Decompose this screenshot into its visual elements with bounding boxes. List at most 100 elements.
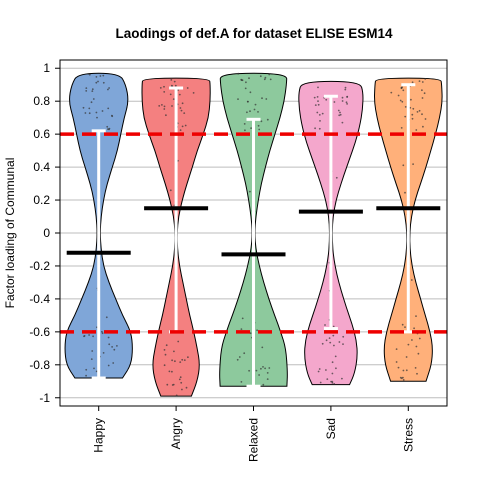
data-point <box>411 339 413 341</box>
data-point <box>421 113 423 116</box>
data-point <box>240 381 243 383</box>
data-point <box>175 394 178 397</box>
data-point <box>88 334 90 336</box>
data-point <box>174 360 176 363</box>
y-tick-label: -0.6 <box>29 325 50 339</box>
y-axis: -1 -0.8 -0.6 -0.4 -0.2 0 0.2 0.4 0.6 0.8 1 <box>29 61 61 405</box>
data-point <box>178 378 181 381</box>
data-point <box>108 128 110 131</box>
data-point <box>173 350 175 353</box>
data-point <box>105 316 108 319</box>
data-point <box>243 123 246 125</box>
data-point <box>422 125 424 128</box>
data-point <box>101 110 104 112</box>
data-point <box>113 348 116 351</box>
data-point <box>316 96 319 98</box>
data-point <box>257 111 259 113</box>
data-point <box>415 129 418 131</box>
data-point <box>410 98 412 101</box>
data-point <box>421 97 424 99</box>
data-point <box>342 335 345 338</box>
y-tick-label: -0.4 <box>29 292 50 306</box>
data-point <box>317 86 319 89</box>
data-point <box>246 111 248 114</box>
data-point <box>102 74 105 77</box>
data-point <box>163 85 165 88</box>
y-tick-label: 0.6 <box>33 127 50 141</box>
data-point <box>107 336 110 339</box>
data-point <box>400 127 403 129</box>
data-point <box>90 101 93 104</box>
data-point <box>248 369 251 372</box>
data-point <box>95 111 98 114</box>
data-point <box>264 367 266 370</box>
data-point <box>344 86 347 89</box>
y-tick-label: 0 <box>43 226 50 240</box>
data-point <box>262 366 264 368</box>
data-point <box>244 129 246 132</box>
data-point <box>258 128 261 131</box>
data-point <box>177 340 180 343</box>
data-point <box>95 81 98 84</box>
data-point <box>95 370 98 373</box>
data-point <box>415 345 418 348</box>
data-point <box>179 376 182 379</box>
data-point <box>332 325 335 328</box>
data-point <box>410 279 413 281</box>
data-point <box>171 370 173 373</box>
data-point <box>192 92 195 94</box>
data-point <box>413 327 415 330</box>
data-point <box>164 353 167 356</box>
data-point <box>88 107 91 110</box>
y-tick-label: -0.2 <box>29 259 50 273</box>
data-point <box>318 114 321 116</box>
data-point <box>238 356 241 358</box>
data-point <box>414 367 417 369</box>
data-point <box>402 379 405 381</box>
data-point <box>165 344 168 347</box>
data-point <box>268 73 271 76</box>
data-point <box>261 97 263 100</box>
data-point <box>260 120 263 123</box>
data-point <box>318 368 321 370</box>
data-point <box>415 315 417 317</box>
data-point <box>92 98 95 100</box>
data-point <box>250 127 253 129</box>
data-point <box>91 350 94 352</box>
data-point <box>341 100 344 102</box>
x-tick-label: Stress <box>401 418 415 452</box>
data-point <box>184 124 187 127</box>
data-point <box>243 352 246 355</box>
data-point <box>417 352 420 355</box>
data-point <box>345 101 348 104</box>
data-point <box>421 89 423 92</box>
data-point <box>85 87 88 89</box>
data-point <box>261 346 264 349</box>
data-point <box>401 323 404 326</box>
data-point <box>319 120 321 122</box>
data-point <box>321 342 324 345</box>
data-point <box>266 118 269 121</box>
data-point <box>314 104 317 106</box>
data-point <box>111 346 113 348</box>
data-point <box>332 334 335 337</box>
data-point <box>339 113 342 116</box>
data-point <box>325 369 327 371</box>
data-point <box>411 113 414 116</box>
data-point <box>181 358 184 361</box>
data-point <box>97 80 99 83</box>
y-tick-label: 0.4 <box>33 160 50 174</box>
data-point <box>418 337 421 340</box>
data-point <box>266 378 269 380</box>
data-point <box>169 189 172 192</box>
data-point <box>405 369 408 372</box>
data-point <box>183 359 186 361</box>
data-point <box>246 100 249 103</box>
data-point <box>338 114 341 117</box>
data-point <box>319 381 322 384</box>
data-point <box>241 317 244 320</box>
data-point <box>317 100 319 102</box>
data-point <box>341 121 344 124</box>
x-axis: Happy Angry Relaxed Sad Stress <box>92 406 415 462</box>
